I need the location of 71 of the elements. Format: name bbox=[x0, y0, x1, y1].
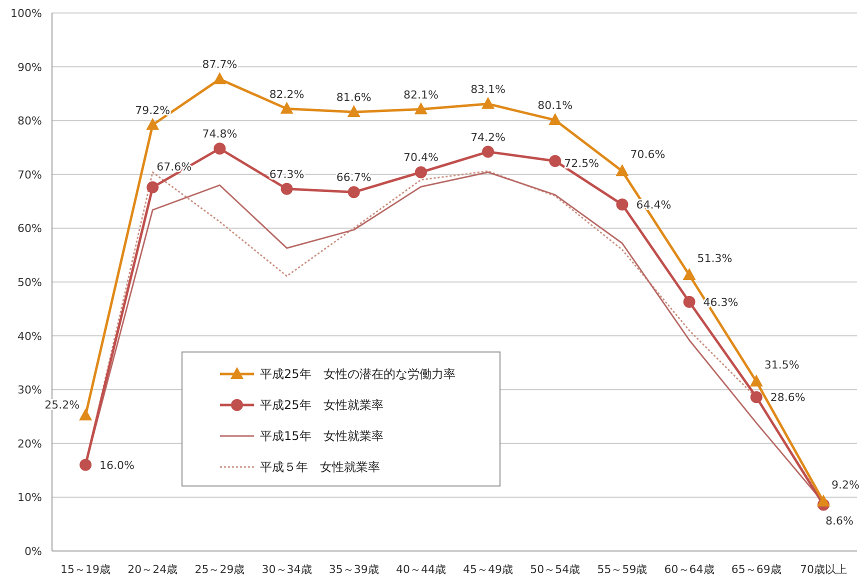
y-tick-label: 50% bbox=[18, 276, 42, 289]
x-tick-label: 70歳以上 bbox=[800, 563, 847, 576]
data-label: 70.4% bbox=[403, 151, 438, 164]
x-tick-label: 30～34歳 bbox=[262, 563, 312, 576]
point bbox=[348, 186, 360, 198]
data-label: 28.6% bbox=[770, 391, 806, 404]
y-tick-label: 40% bbox=[18, 330, 42, 343]
y-tick-label: 10% bbox=[18, 491, 42, 504]
x-tick-label: 55～59歳 bbox=[597, 563, 648, 576]
data-label: 82.2% bbox=[269, 88, 304, 101]
legend-label: 平成５年 女性就業率 bbox=[260, 460, 380, 474]
legend-label: 平成25年 女性就業率 bbox=[260, 398, 384, 412]
legend-label: 平成25年 女性の潜在的な労働力率 bbox=[260, 367, 456, 381]
data-label: 80.1% bbox=[538, 99, 573, 112]
point bbox=[214, 142, 226, 155]
x-tick-label: 15～19歳 bbox=[60, 563, 111, 576]
data-label: 81.6% bbox=[336, 90, 372, 104]
data-label: 87.7% bbox=[202, 58, 238, 72]
y-tick-label: 20% bbox=[18, 437, 42, 450]
point bbox=[146, 118, 160, 130]
y-tick-label: 80% bbox=[18, 114, 42, 128]
data-label: 74.8% bbox=[202, 128, 238, 141]
point bbox=[549, 154, 562, 167]
legend-label: 平成15年 女性就業率 bbox=[260, 429, 384, 443]
point bbox=[280, 182, 293, 195]
y-tick-label: 30% bbox=[18, 384, 42, 397]
point bbox=[414, 166, 427, 178]
x-tick-label: 45～49歳 bbox=[463, 563, 514, 576]
point bbox=[347, 104, 360, 117]
x-tick-label: 20～24歳 bbox=[128, 563, 178, 576]
data-label: 51.3% bbox=[697, 252, 732, 266]
y-tick-label: 100% bbox=[10, 7, 42, 20]
data-label: 67.3% bbox=[269, 168, 304, 181]
data-label: 82.1% bbox=[403, 88, 438, 102]
point bbox=[682, 268, 696, 280]
data-label: 16.0% bbox=[100, 458, 134, 472]
point bbox=[548, 113, 562, 126]
point bbox=[750, 391, 762, 404]
data-label: 74.2% bbox=[470, 130, 506, 144]
data-label: 8.6% bbox=[825, 514, 854, 528]
data-label: 79.2% bbox=[135, 104, 170, 117]
data-label: 66.7% bbox=[336, 171, 372, 184]
y-tick-label: 70% bbox=[18, 168, 42, 182]
x-tick-label: 60～64歳 bbox=[664, 563, 714, 576]
y-tick-label: 90% bbox=[18, 60, 42, 74]
data-label: 25.2% bbox=[44, 398, 80, 412]
point bbox=[683, 296, 696, 308]
data-label: 70.6% bbox=[630, 148, 666, 162]
x-tick-label: 25～29歳 bbox=[194, 563, 245, 576]
point bbox=[616, 164, 629, 176]
point bbox=[414, 102, 428, 114]
point bbox=[280, 102, 294, 114]
point bbox=[750, 374, 763, 387]
data-label: 9.2% bbox=[831, 478, 860, 492]
point bbox=[80, 458, 92, 471]
point bbox=[146, 181, 159, 194]
point bbox=[213, 72, 226, 84]
y-tick-label: 60% bbox=[18, 222, 42, 236]
y-tick-label: 0% bbox=[24, 545, 42, 558]
data-label: 83.1% bbox=[470, 82, 506, 96]
point bbox=[482, 146, 494, 158]
point bbox=[616, 198, 628, 211]
x-tick-label: 65～69歳 bbox=[731, 563, 782, 576]
point bbox=[79, 408, 92, 420]
x-tick-label: 50～54歳 bbox=[530, 563, 580, 576]
data-label: 72.5% bbox=[564, 156, 600, 170]
point bbox=[816, 494, 830, 507]
point bbox=[482, 96, 495, 109]
x-tick-label: 35～39歳 bbox=[328, 563, 379, 576]
data-label: 31.5% bbox=[764, 358, 800, 372]
x-tick-label: 40～44歳 bbox=[396, 563, 446, 576]
